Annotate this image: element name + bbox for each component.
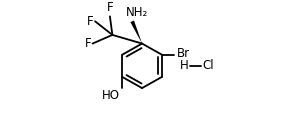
Polygon shape	[130, 21, 142, 44]
Text: F: F	[85, 37, 91, 50]
Text: Cl: Cl	[203, 59, 214, 72]
Text: F: F	[87, 15, 94, 28]
Text: HO: HO	[102, 89, 120, 102]
Text: NH₂: NH₂	[126, 6, 148, 19]
Text: H: H	[180, 59, 189, 72]
Text: F: F	[107, 1, 113, 14]
Text: Br: Br	[177, 47, 190, 60]
